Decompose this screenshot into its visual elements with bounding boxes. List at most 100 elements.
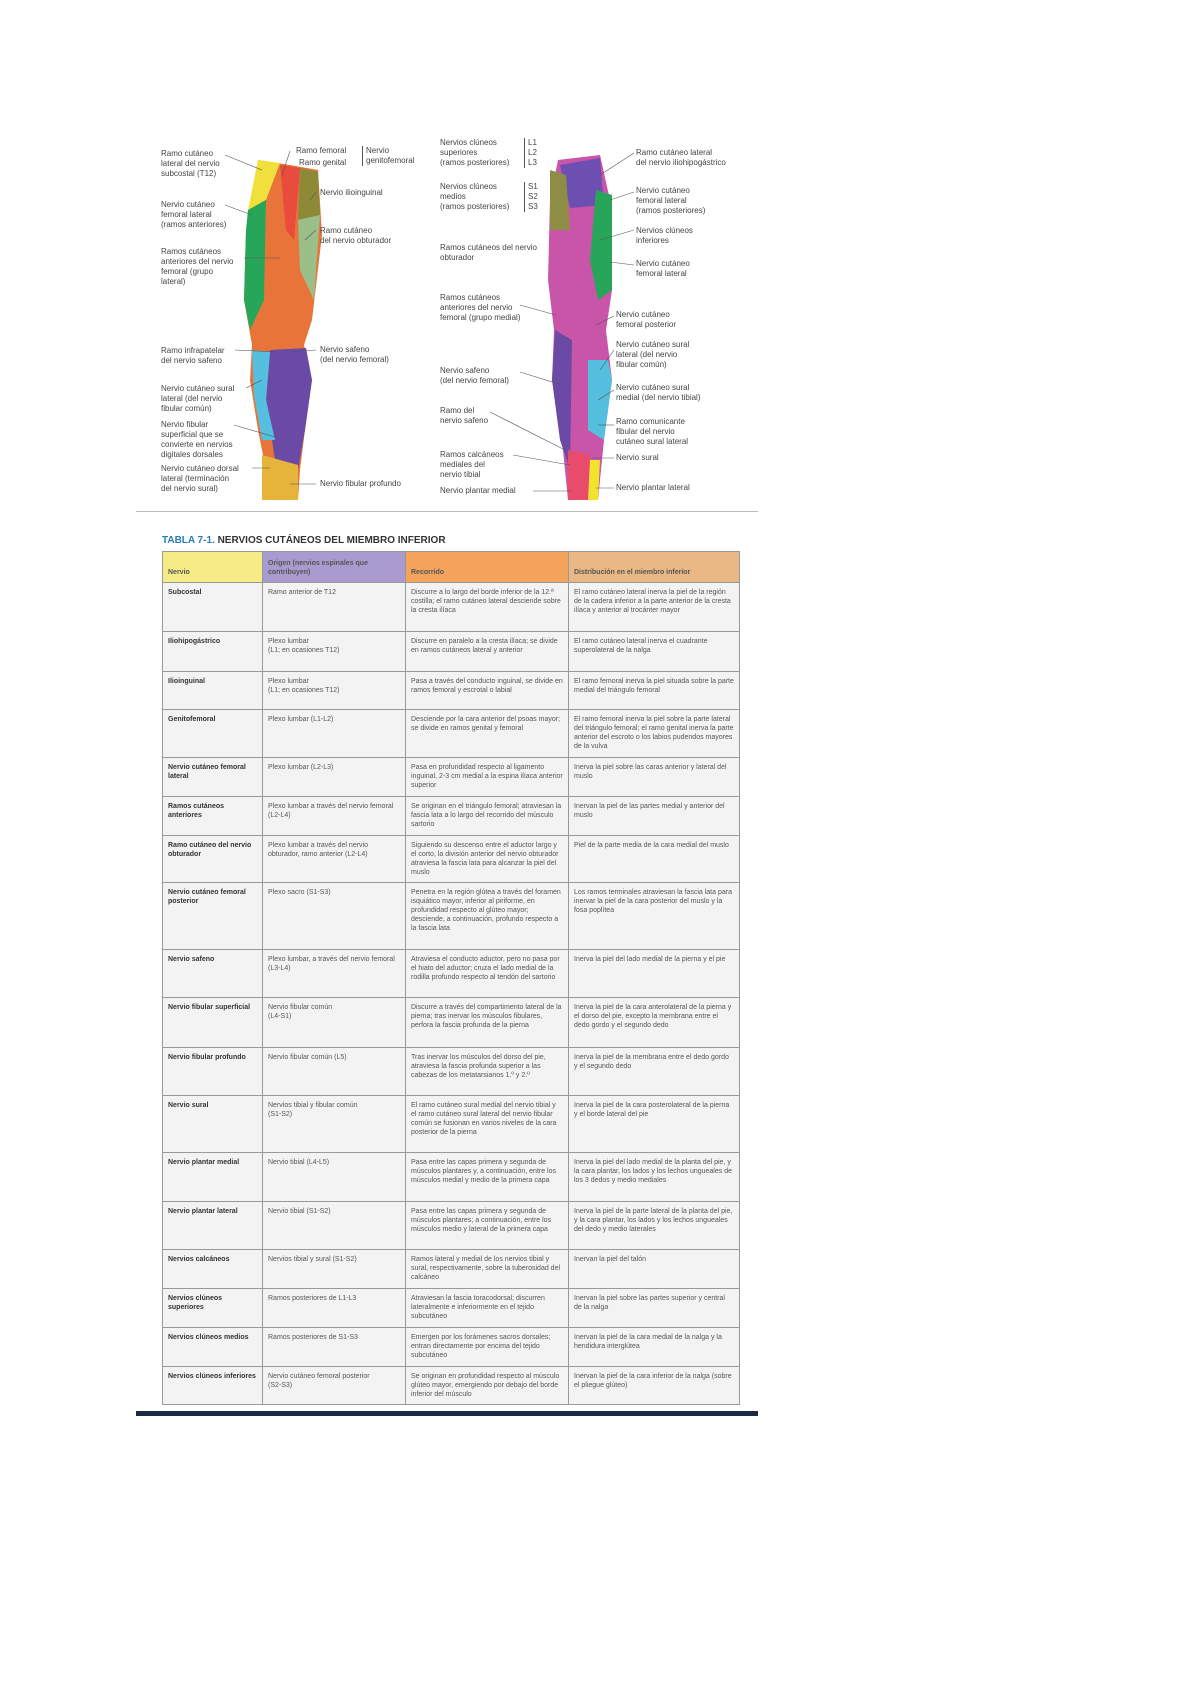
origin-cell: Plexo lumbar (L2-L3) [262, 757, 406, 797]
course-cell: Desciende por la cara anterior del psoas… [405, 709, 569, 758]
table-row: Nervio plantar lateral Nervio tibial (S1-… [162, 1201, 740, 1250]
origin-cell: Plexo lumbar (L1-L2) [262, 709, 406, 758]
distribution-cell: Inervan la piel del talón [568, 1249, 740, 1289]
cutaneous-nerves-table: Nervio Origen (nervios espinales que cont… [162, 551, 740, 1405]
anterior-leg-illustration [244, 160, 322, 500]
figure-label: Ramos cutáneos anteriores del nervio fem… [161, 247, 234, 286]
figure-label: Nervio plantar lateral [616, 483, 690, 492]
nerve-cell: Ramo cutáneo del nervio obturador [162, 835, 263, 883]
distribution-cell: Inerva la piel de la cara posterolateral… [568, 1095, 740, 1153]
nerve-cell: Nervio fibular profundo [162, 1047, 263, 1096]
nerve-cell: Nervios calcáneos [162, 1249, 263, 1289]
figure-label: Nervio cutáneo sural lateral (del nervio… [161, 384, 235, 413]
figure-label: Ramos calcáneos mediales del nervio tibi… [440, 450, 504, 479]
nerve-cell: Ilioinguinal [162, 671, 263, 710]
figure-label: Ramo genital [299, 158, 347, 167]
figure-label: Nervio plantar medial [440, 486, 516, 495]
nerve-cell: Nervio fibular superficial [162, 997, 263, 1048]
figure-label: Nervio cutáneo femoral posterior [616, 310, 677, 329]
origin-cell: Nervio fibular común (L4-S1) [262, 997, 406, 1048]
origin-cell: Ramos posteriores de L1-L3 [262, 1288, 406, 1328]
figure-label: Ramo femoral [296, 146, 347, 155]
distribution-cell: El ramo cutáneo lateral inerva el cuadra… [568, 631, 740, 672]
distribution-cell: Inerva la piel de la cara anterolateral … [568, 997, 740, 1048]
distribution-cell: Inervan la piel de la cara inferior de l… [568, 1366, 740, 1405]
figure-label: Nervios clúneos inferiores [636, 226, 693, 245]
figure-label: Nervios clúneos medios (ramos posteriore… [440, 182, 510, 211]
origin-cell: Nervio tibial (S1-S2) [262, 1201, 406, 1250]
figure-label: Nervio fibular profundo [320, 479, 401, 488]
nerve-cell: Genitofemoral [162, 709, 263, 758]
distribution-cell: El ramo femoral inerva la piel sobre la … [568, 709, 740, 758]
figure-label: Ramo cutáneo lateral del nervio iliohipo… [636, 148, 726, 167]
figure-label: Nervio cutáneo femoral lateral [636, 259, 690, 278]
distribution-cell: Inerva la piel de la parte lateral de la… [568, 1201, 740, 1250]
figure-label: Nervio ilioinguinal [320, 188, 383, 197]
course-cell: Discurre a través del compartimento late… [405, 997, 569, 1048]
nerve-cell: Nervios clúneos superiores [162, 1288, 263, 1328]
course-cell: Pasa entre las capas primera y segunda d… [405, 1201, 569, 1250]
table-row: Genitofemoral Plexo lumbar (L1-L2) Descien… [162, 709, 740, 758]
course-cell: Penetra en la región glútea a través del… [405, 882, 569, 950]
origin-cell: Ramo anterior de T12 [262, 582, 406, 632]
distribution-cell: El ramo femoral inerva la piel situada s… [568, 671, 740, 710]
origin-cell: Nervios tibial y fibular común (S1-S2) [262, 1095, 406, 1153]
table-row: Nervio fibular superficial Nervio fibular… [162, 997, 740, 1048]
table-row: Ramo cutáneo del nervio obturador Plexo l… [162, 835, 740, 883]
figure-label: Nervio genitofemoral [362, 146, 414, 166]
figure-label: Nervio cutáneo dorsal lateral (terminaci… [161, 464, 239, 493]
table-row: Nervio plantar medial Nervio tibial (L4-L… [162, 1152, 740, 1202]
figure-label: Nervio sural [616, 453, 659, 462]
figure-label: Nervio cutáneo sural lateral (del nervio… [616, 340, 690, 369]
origin-cell: Plexo lumbar (L1; en ocasiones T12) [262, 631, 406, 672]
course-cell: Pasa entre las capas primera y segunda d… [405, 1152, 569, 1202]
figure-label: Ramo comunicante fibular del nervio cutá… [616, 417, 689, 446]
figure-label: Ramo cutáneo del nervio obturador [320, 226, 392, 245]
course-cell: Atraviesan la fascia toracodorsal; discu… [405, 1288, 569, 1328]
table-row: Nervio safeno Plexo lumbar, a través del … [162, 949, 740, 998]
distribution-cell: Inervan la piel de la cara medial de la … [568, 1327, 740, 1367]
nerve-cell: Ramos cutáneos anteriores [162, 796, 263, 836]
distribution-cell: Inerva la piel del lado medial de la pla… [568, 1152, 740, 1202]
table-row: Ramos cutáneos anteriores Plexo lumbar a … [162, 796, 740, 836]
distribution-cell: Inerva la piel sobre las caras anterior … [568, 757, 740, 797]
figure-label: Nervio safeno (del nervio femoral) [320, 345, 389, 364]
origin-cell: Plexo lumbar a través del nervio obturad… [262, 835, 406, 883]
course-cell: Tras inervar los músculos del dorso del … [405, 1047, 569, 1096]
table-row: Nervios clúneos inferiores Nervio cutáneo… [162, 1366, 740, 1405]
origin-cell: Plexo lumbar a través del nervio femoral… [262, 796, 406, 836]
course-cell: Discurre a lo largo del borde inferior d… [405, 582, 569, 632]
column-header: Nervio [162, 551, 263, 583]
origin-cell: Plexo lumbar, a través del nervio femora… [262, 949, 406, 998]
course-cell: Pasa a través del conducto inguinal, se … [405, 671, 569, 710]
course-cell: Ramos lateral y medial de los nervios ti… [405, 1249, 569, 1289]
table-number: TABLA 7-1. [162, 535, 215, 546]
course-cell: El ramo cutáneo sural medial del nervio … [405, 1095, 569, 1153]
figure-label: Nervio fibular superficial que se convie… [161, 420, 233, 459]
distribution-cell: Inervan la piel de las partes medial y a… [568, 796, 740, 836]
nerve-cell: Nervio cutáneo femoral lateral [162, 757, 263, 797]
course-cell: Siguiendo su descenso entre el aductor l… [405, 835, 569, 883]
table-row: Subcostal Ramo anterior de T12 Discurre a … [162, 582, 740, 632]
table-row: Nervio cutáneo femoral posterior Plexo sa… [162, 882, 740, 950]
course-cell: Pasa en profundidad respecto al ligament… [405, 757, 569, 797]
course-cell: Se originan en el triángulo femoral; atr… [405, 796, 569, 836]
nerve-cell: Nervio sural [162, 1095, 263, 1153]
figure-label: Ramos cutáneos del nervio obturador [440, 243, 537, 262]
table-header-row: Nervio Origen (nervios espinales que cont… [162, 551, 740, 583]
distribution-cell: Piel de la parte media de la cara medial… [568, 835, 740, 883]
origin-cell: Ramos posteriores de S1-S3 [262, 1327, 406, 1367]
column-header: Recorrido [405, 551, 569, 583]
table-row: Nervio fibular profundo Nervio fibular co… [162, 1047, 740, 1096]
origin-cell: Nervio tibial (L4-L5) [262, 1152, 406, 1202]
origin-cell: Nervio fibular común (L5) [262, 1047, 406, 1096]
course-cell: Atraviesa el conducto aductor, pero no p… [405, 949, 569, 998]
figure-label: Ramos cutáneos anteriores del nervio fem… [440, 293, 521, 322]
nerve-cell: Iliohipogástrico [162, 631, 263, 672]
column-header: Distribución en el miembro inferior [568, 551, 740, 583]
table-row: Nervios clúneos medios Ramos posteriores … [162, 1327, 740, 1367]
nerve-cell: Nervio plantar lateral [162, 1201, 263, 1250]
figure-label: Nervios clúneos superiores (ramos poster… [440, 138, 510, 167]
page-bottom-bar [136, 1411, 758, 1416]
figure-label: Ramo del nervio safeno [440, 406, 489, 425]
